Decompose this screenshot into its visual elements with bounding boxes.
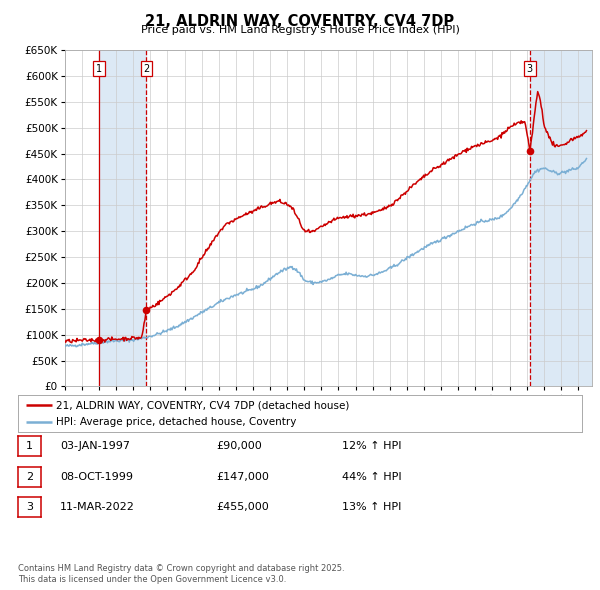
- Bar: [99, 50, 146, 386]
- Text: £90,000: £90,000: [216, 441, 262, 451]
- Point: [525, 146, 535, 156]
- Text: Price paid vs. HM Land Registry's House Price Index (HPI): Price paid vs. HM Land Registry's House …: [140, 25, 460, 35]
- Text: HPI: Average price, detached house, Coventry: HPI: Average price, detached house, Cove…: [56, 417, 297, 427]
- Text: 21, ALDRIN WAY, COVENTRY, CV4 7DP: 21, ALDRIN WAY, COVENTRY, CV4 7DP: [145, 14, 455, 28]
- Bar: [530, 50, 592, 386]
- Text: £147,000: £147,000: [216, 472, 269, 481]
- Text: This data is licensed under the Open Government Licence v3.0.: This data is licensed under the Open Gov…: [18, 575, 286, 584]
- Text: 11-MAR-2022: 11-MAR-2022: [60, 503, 135, 512]
- Text: 12% ↑ HPI: 12% ↑ HPI: [342, 441, 401, 451]
- Text: 1: 1: [26, 441, 33, 451]
- Text: £455,000: £455,000: [216, 503, 269, 512]
- Text: 2: 2: [26, 472, 33, 481]
- Text: 3: 3: [527, 64, 533, 74]
- Point: [142, 306, 151, 315]
- Text: 1: 1: [96, 64, 102, 74]
- Text: 2: 2: [143, 64, 149, 74]
- Text: 3: 3: [26, 503, 33, 512]
- Point: [94, 335, 104, 345]
- Text: 08-OCT-1999: 08-OCT-1999: [60, 472, 133, 481]
- Text: 21, ALDRIN WAY, COVENTRY, CV4 7DP (detached house): 21, ALDRIN WAY, COVENTRY, CV4 7DP (detac…: [56, 400, 350, 410]
- Text: 13% ↑ HPI: 13% ↑ HPI: [342, 503, 401, 512]
- Text: Contains HM Land Registry data © Crown copyright and database right 2025.: Contains HM Land Registry data © Crown c…: [18, 565, 344, 573]
- Text: 03-JAN-1997: 03-JAN-1997: [60, 441, 130, 451]
- Text: 44% ↑ HPI: 44% ↑ HPI: [342, 472, 401, 481]
